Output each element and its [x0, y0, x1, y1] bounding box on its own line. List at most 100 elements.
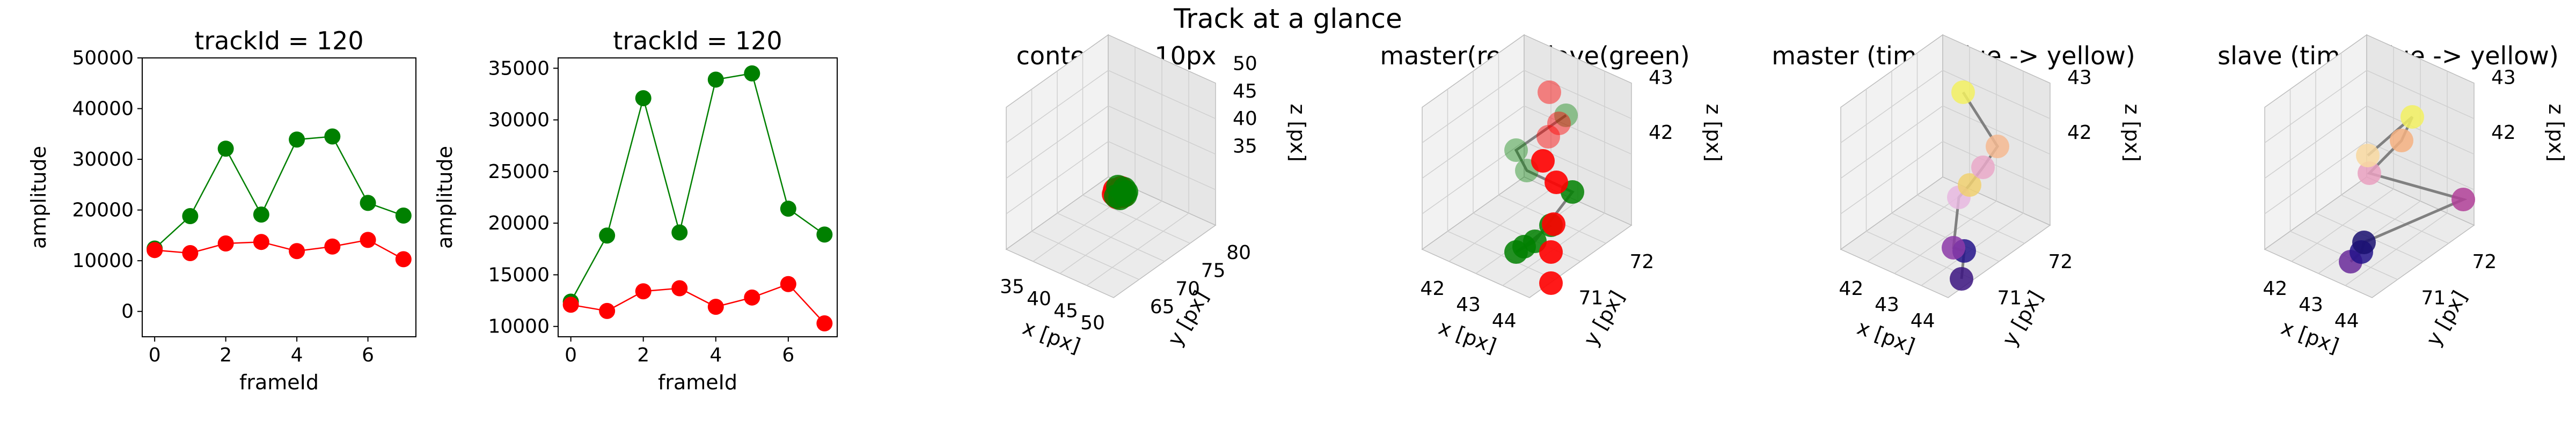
chart-title: trackId = 120 [613, 26, 782, 55]
data-point [780, 201, 796, 217]
z-tick-label: 42 [2067, 122, 2092, 144]
time-point [2451, 188, 2475, 211]
x-tick-label: 0 [565, 344, 577, 366]
x-tick-label: 6 [782, 344, 794, 366]
data-point [182, 245, 199, 261]
x-tick-label: 35 [1000, 276, 1024, 298]
data-point [707, 71, 724, 88]
time-point [2401, 105, 2424, 129]
y-tick-label: 10000 [72, 250, 134, 272]
x-tick-label: 0 [149, 344, 161, 366]
data-point [671, 224, 688, 241]
x-tick-label: 43 [1456, 294, 1481, 316]
series-line [154, 136, 404, 249]
y-tick-label: 75 [1201, 260, 1226, 282]
data-point [635, 283, 652, 300]
slave-point [1512, 235, 1536, 258]
x-axis-label: frameId [239, 371, 319, 394]
y-tick-label: 20000 [488, 212, 550, 234]
grid-line [1006, 70, 1216, 143]
y-tick-label: 72 [1630, 251, 1655, 273]
master-point [1545, 171, 1568, 194]
data-point [217, 235, 234, 252]
x-tick-label: 43 [2299, 294, 2323, 316]
x-tick-label: 4 [291, 344, 303, 366]
data-point [744, 65, 760, 82]
y-tick-label: 15000 [488, 264, 550, 286]
grid-line [1422, 105, 1632, 179]
grid-line [1059, 201, 1162, 274]
data-point [599, 227, 616, 244]
plot-frame [558, 57, 838, 337]
x-tick-label: 50 [1080, 312, 1105, 334]
data-point [289, 243, 305, 260]
grid-line [1422, 140, 1632, 214]
y-tick-label: 71 [2421, 287, 2446, 309]
data-point [217, 140, 234, 157]
master-point [1531, 149, 1555, 173]
y-tick-label: 70 [1175, 278, 1200, 300]
grid-line [1006, 140, 1216, 214]
data-point [253, 234, 269, 250]
y-tick-label: 72 [2048, 251, 2073, 273]
x-tick-label: 6 [362, 344, 374, 366]
time-point [1950, 267, 1973, 291]
y-axis-label: amplitude [433, 146, 457, 249]
chart-title: trackId = 120 [194, 26, 363, 55]
grid-line [2264, 70, 2475, 143]
grid-line [1917, 195, 2025, 244]
data-point [599, 302, 616, 319]
time-point [1986, 135, 2009, 158]
y-tick-label: 80 [1226, 242, 1251, 264]
z-tick-label: 43 [2491, 66, 2516, 88]
slave-point [1115, 180, 1138, 204]
data-point [147, 242, 163, 258]
y-tick-label: 72 [2472, 251, 2497, 273]
y-tick-label: 65 [1150, 296, 1175, 318]
data-point [816, 226, 833, 243]
x-tick-label: 42 [1420, 278, 1445, 300]
y-tick-label: 30000 [72, 149, 134, 171]
figure-suptitle: Track at a glance [1173, 3, 1402, 34]
data-point [635, 90, 652, 107]
time-point [2356, 144, 2380, 167]
z-tick-label: 35 [1233, 135, 1257, 157]
x-tick-label: 43 [1875, 294, 1899, 316]
x-axis-label: x [px] [2278, 315, 2342, 358]
x-tick-label: 42 [2263, 278, 2287, 300]
x-tick-label: 2 [219, 344, 232, 366]
time-point [2390, 129, 2413, 152]
z-tick-label: 42 [1649, 122, 1673, 144]
data-point [562, 297, 579, 313]
x-tick-label: 44 [1492, 310, 1517, 332]
data-point [360, 195, 376, 211]
z-tick-label: 45 [1233, 80, 1257, 102]
data-point [253, 206, 269, 223]
grid-line [1086, 212, 1189, 286]
data-point [289, 131, 305, 148]
panel-amplitude-2: trackId = 120 0 2 4 6 10000 15000 20000 25000 300… [433, 26, 838, 394]
z-tick-label: 43 [2067, 66, 2092, 88]
time-point [2358, 161, 2381, 185]
z-tick-label: 50 [1233, 53, 1257, 75]
x-tick-label: 44 [1911, 310, 1935, 332]
grid-line [1894, 201, 1997, 274]
master-point [1536, 125, 1560, 149]
grid-line [1422, 70, 1632, 143]
grid-line [2345, 212, 2448, 286]
master-point [1538, 80, 1561, 104]
series-line [570, 72, 825, 302]
grid-line [1840, 105, 2051, 179]
grid-line [1082, 195, 1190, 244]
y-tick-label: 40000 [72, 98, 134, 120]
y-tick-label: 0 [121, 301, 134, 323]
x-tick-label: 44 [2334, 310, 2359, 332]
master-point [1539, 240, 1563, 264]
z-axis-label: z [px] [1702, 103, 1725, 161]
data-point [360, 232, 376, 248]
x-tick-label: 2 [637, 344, 649, 366]
